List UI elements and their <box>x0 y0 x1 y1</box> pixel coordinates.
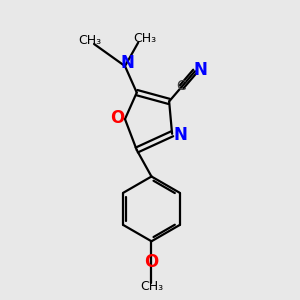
Text: CH₃: CH₃ <box>133 32 156 46</box>
Text: C: C <box>176 79 186 93</box>
Text: N: N <box>173 126 187 144</box>
Text: CH₃: CH₃ <box>140 280 163 293</box>
Text: O: O <box>144 254 159 272</box>
Text: N: N <box>121 54 135 72</box>
Text: N: N <box>194 61 207 79</box>
Text: O: O <box>110 109 125 127</box>
Text: CH₃: CH₃ <box>78 34 101 47</box>
